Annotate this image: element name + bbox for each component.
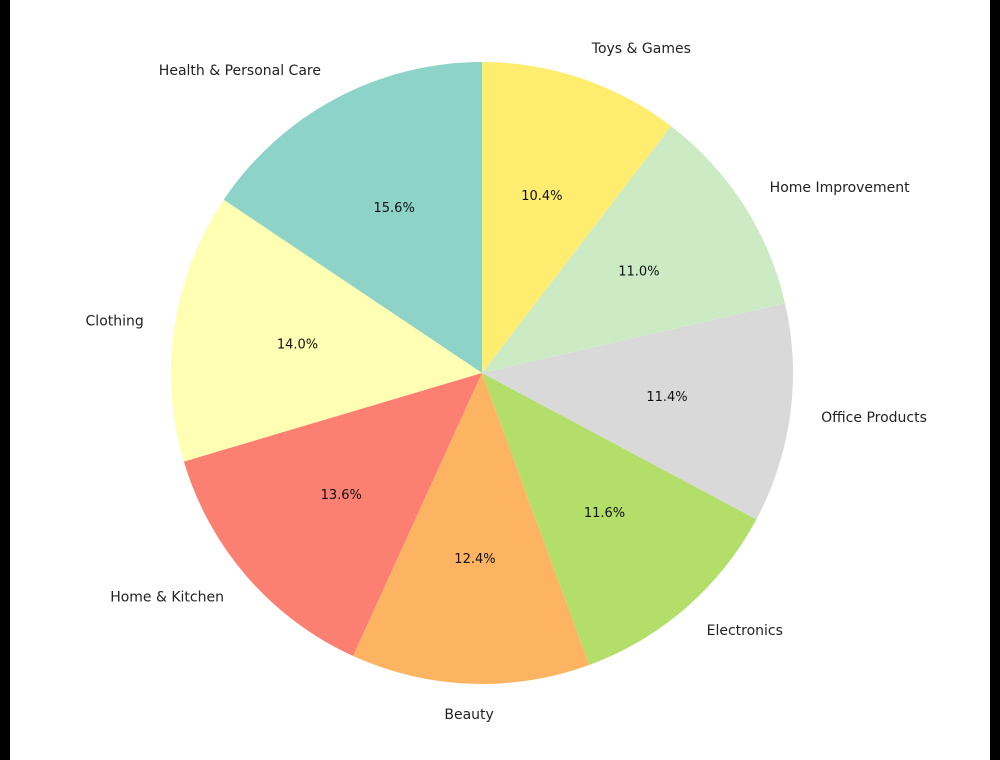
pie-category-label: Home Improvement: [770, 180, 910, 196]
pie-percent-label: 13.6%: [321, 488, 362, 503]
pie-slice-6: [482, 126, 786, 373]
pie-category-label: Home & Kitchen: [110, 590, 224, 606]
pie-category-label: Electronics: [707, 623, 783, 639]
pie-percent-label: 11.0%: [618, 265, 659, 280]
pie-slice-4: [482, 373, 757, 665]
pie-slice-3: [353, 373, 590, 684]
pie-category-label: Office Products: [821, 410, 927, 426]
pie-category-label: Beauty: [444, 707, 493, 723]
pie-percent-label: 11.4%: [646, 390, 687, 405]
pie-category-label: Toys & Games: [591, 41, 691, 57]
pie-percent-label: 14.0%: [277, 337, 318, 352]
pie-slice-5: [482, 303, 794, 520]
pie-percent-label: 10.4%: [521, 189, 562, 204]
pie-percent-label: 12.4%: [454, 552, 495, 567]
pie-category-label: Clothing: [86, 314, 144, 330]
pie-slice-7: [482, 62, 672, 373]
chart-figure: 15.6% Health & Personal Care 14.0% Clothing…: [10, 0, 990, 760]
pie-percent-label: 11.6%: [584, 506, 625, 521]
pie-slice-1: [171, 199, 483, 462]
pie-slice-0: [223, 62, 482, 373]
pie-percent-label: 15.6%: [374, 201, 415, 216]
pie-slice-2: [183, 373, 482, 657]
pie-chart: 15.6% Health & Personal Care 14.0% Clothing…: [86, 41, 927, 723]
pie-category-label: Health & Personal Care: [159, 63, 321, 79]
